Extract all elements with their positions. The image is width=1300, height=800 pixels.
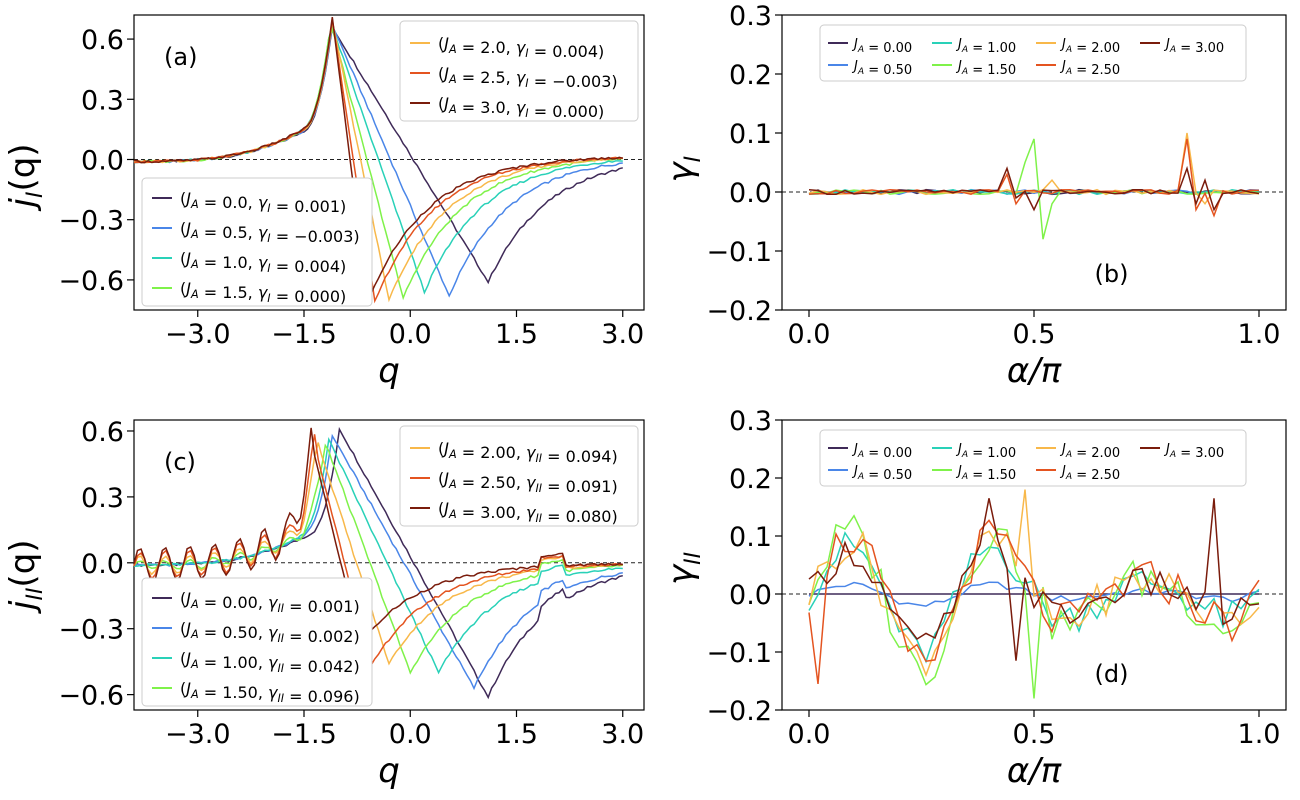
legend-entry: (JA = 0.5, γI = −0.003) [180, 219, 360, 246]
y-tick-label: 0.3 [729, 406, 772, 437]
y-tick-label: 0.6 [81, 417, 124, 448]
x-tick-label: 0.5 [1013, 319, 1056, 350]
y-tick-label: 0.0 [729, 178, 772, 209]
y-tick-label: −0.1 [706, 638, 772, 669]
legend-entry: JA = 0.00 [851, 442, 912, 461]
legend-entry: (JA = 3.0, γI = 0.000) [438, 94, 604, 121]
legend-entry: JA = 0.50 [851, 59, 912, 78]
legend-entry: (JA = 2.5, γI = −0.003) [438, 64, 618, 91]
y-tick-label: −0.6 [58, 681, 124, 712]
x-tick-label: 0.5 [1013, 719, 1056, 750]
legend-entry: (JA = 2.50, γII = 0.091) [438, 469, 618, 496]
x-tick-label: 0.0 [389, 319, 432, 350]
series-line-c-2 [133, 436, 623, 675]
x-axis-label-a: q [378, 351, 400, 391]
x-tick-label: 0.0 [788, 319, 831, 350]
x-axis-label-c: q [378, 751, 400, 791]
x-tick-label: −3.0 [165, 319, 231, 350]
y-tick-label: −0.3 [58, 615, 124, 646]
legend-entry: (JA = 0.50, γII = 0.002) [180, 619, 360, 646]
x-tick-label: −3.0 [165, 719, 231, 750]
x-tick-label: 3.0 [601, 719, 644, 750]
legend-upper-a [399, 20, 639, 122]
series-line-c-4 [133, 442, 623, 666]
y-tick-label: 0.1 [729, 119, 772, 150]
legend-d [819, 429, 1247, 487]
y-tick-label: −0.1 [706, 237, 772, 268]
y-tick-label: −0.2 [706, 296, 772, 327]
y-axis-label-b: γI [661, 156, 706, 183]
series-line-a-6 [133, 17, 624, 303]
legend-entry: JA = 1.50 [955, 59, 1016, 78]
legend-entry: (JA = 1.5, γI = 0.000) [180, 279, 346, 306]
legend-b [819, 24, 1247, 82]
legend-entry: JA = 1.50 [955, 464, 1016, 483]
legend-entry: (JA = 1.00, γII = 0.042) [180, 649, 360, 676]
x-tick-label: 0.0 [788, 719, 831, 750]
y-axis-label-c: jII(q) [3, 539, 48, 614]
panel-label-a: (a) [164, 43, 197, 71]
panel-label-c: (c) [164, 448, 196, 476]
x-tick-label: 1.5 [495, 319, 538, 350]
y-tick-label: −0.6 [58, 266, 124, 297]
legend-entry: JA = 1.00 [955, 442, 1016, 461]
series-line-c-1 [133, 433, 623, 691]
series-line-d-4 [808, 489, 1260, 678]
x-tick-label: −1.5 [271, 719, 337, 750]
panel-label-d: (d) [1094, 660, 1128, 688]
y-tick-label: 0.0 [81, 145, 124, 176]
legend-entry: (JA = 2.0, γI = 0.004) [438, 34, 604, 61]
x-tick-label: 1.0 [1238, 319, 1281, 350]
legend-entry: JA = 2.00 [1059, 37, 1120, 56]
legend-entry: JA = 0.50 [851, 464, 912, 483]
x-tick-label: 3.0 [601, 319, 644, 350]
legend-entry: JA = 2.00 [1059, 442, 1120, 461]
x-tick-label: −1.5 [271, 319, 337, 350]
y-tick-label: −0.2 [706, 696, 772, 727]
y-axis-label-a: jI(q) [3, 143, 48, 211]
legend-upper-c [399, 425, 639, 527]
y-axis-label-d: γII [661, 552, 706, 585]
y-tick-label: 0.0 [729, 580, 772, 611]
legend-entry: JA = 3.00 [1163, 37, 1224, 56]
y-tick-label: 0.2 [729, 464, 772, 495]
series-line-c-3 [133, 443, 623, 675]
series-line-c-6 [133, 427, 624, 648]
legend-lower-c [141, 577, 373, 707]
series-line-b-5 [808, 138, 1260, 218]
legend-entry: JA = 2.50 [1059, 59, 1120, 78]
y-tick-label: 0.3 [81, 483, 124, 514]
legend-entry: JA = 3.00 [1163, 442, 1224, 461]
y-tick-label: 0.2 [729, 60, 772, 91]
legend-entry: JA = 1.00 [955, 37, 1016, 56]
legend-entry: (JA = 0.00, γII = 0.001) [180, 589, 360, 616]
legend-entry: JA = 0.00 [851, 37, 912, 56]
panel-label-b: (b) [1094, 260, 1128, 288]
legend-lower-a [141, 177, 373, 307]
series-line-a-5 [133, 19, 623, 304]
legend-entry: (JA = 2.00, γII = 0.094) [438, 439, 618, 466]
legend-entry: JA = 2.50 [1059, 464, 1120, 483]
legend-entry: (JA = 0.0, γI = 0.001) [180, 189, 346, 216]
x-tick-label: 1.0 [1238, 719, 1281, 750]
legend-entry: (JA = 1.0, γI = 0.004) [180, 249, 346, 276]
y-tick-label: 0.3 [729, 1, 772, 32]
x-axis-label-b: α/π [1007, 351, 1062, 391]
y-tick-label: −0.3 [58, 206, 124, 237]
legend-entry: (JA = 1.50, γII = 0.096) [180, 679, 360, 706]
y-tick-label: 0.3 [81, 85, 124, 116]
y-tick-label: 0.1 [729, 522, 772, 553]
x-tick-label: 0.0 [389, 719, 432, 750]
y-tick-label: 0.6 [81, 25, 124, 56]
y-tick-label: 0.0 [81, 549, 124, 580]
series-line-b-6 [808, 165, 1260, 212]
x-tick-label: 1.5 [495, 719, 538, 750]
series-line-d-6 [808, 498, 1260, 661]
x-axis-label-d: α/π [1007, 751, 1062, 791]
legend-entry: (JA = 3.00, γII = 0.080) [438, 499, 618, 526]
